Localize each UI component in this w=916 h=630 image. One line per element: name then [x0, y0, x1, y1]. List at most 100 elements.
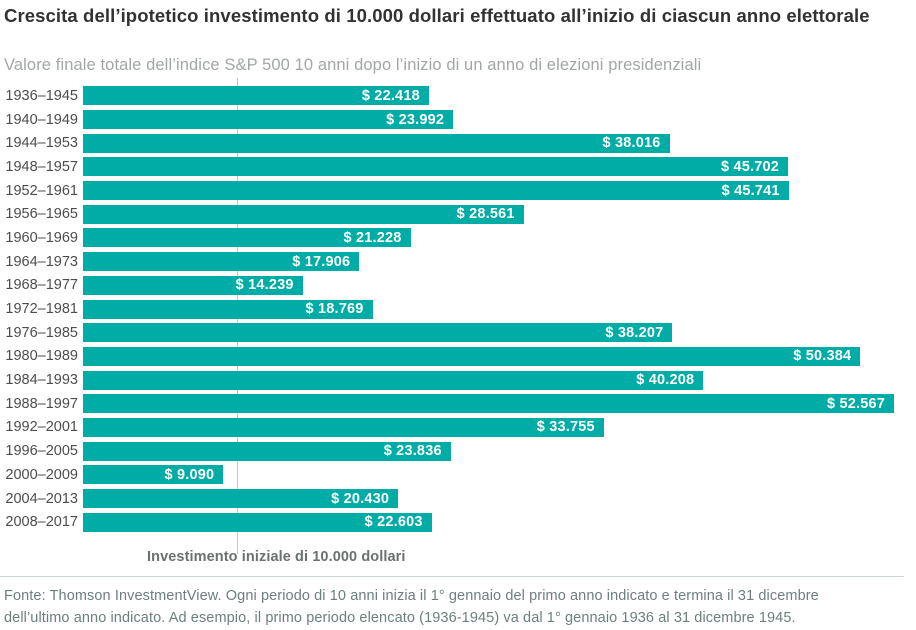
bar: $ 20.430	[83, 489, 399, 509]
bar: $ 22.418	[83, 86, 429, 106]
bar: $ 17.906	[83, 252, 360, 272]
value-label: $ 45.702	[721, 158, 780, 175]
chart-row: 1976–1985 $ 38.207	[0, 321, 916, 345]
chart-row: 1944–1953 $ 38.016	[0, 131, 916, 155]
category-label: 1944–1953	[5, 135, 78, 152]
value-label: $ 14.239	[235, 277, 294, 294]
value-label: $ 23.992	[386, 111, 445, 128]
chart-row: 1988–1997 $ 52.567	[0, 392, 916, 416]
bar: $ 23.836	[83, 441, 451, 461]
chart-row: 1996–2005 $ 23.836	[0, 439, 916, 463]
value-label: $ 40.208	[636, 372, 695, 389]
category-label: 1960–1969	[5, 229, 78, 246]
value-label: $ 38.207	[605, 324, 664, 341]
bar: $ 14.239	[83, 275, 303, 295]
chart-row: 1948–1957 $ 45.702	[0, 155, 916, 179]
bar-track: $ 33.755	[83, 417, 894, 437]
chart-row: 1956–1965 $ 28.561	[0, 202, 916, 226]
bar-track: $ 22.603	[83, 512, 894, 532]
bar-track: $ 17.906	[83, 252, 894, 272]
category-label: 1976–1985	[5, 324, 78, 341]
value-label: $ 22.418	[361, 87, 420, 104]
bar-chart: 1936–1945 $ 22.418 1940–1949 $ 23.992 1944–1…	[0, 78, 916, 554]
bar: $ 18.769	[83, 299, 373, 319]
value-label: $ 28.561	[456, 206, 515, 223]
category-label: 1968–1977	[5, 277, 78, 294]
chart-row: 1940–1949 $ 23.992	[0, 108, 916, 132]
bar: $ 21.228	[83, 228, 411, 248]
value-label: $ 9.090	[164, 466, 215, 483]
bar-track: $ 45.741	[83, 181, 894, 201]
category-label: 1972–1981	[5, 301, 78, 318]
value-label: $ 22.603	[364, 514, 423, 531]
category-label: 1952–1961	[5, 182, 78, 199]
chart-row: 1960–1969 $ 21.228	[0, 226, 916, 250]
category-label: 1956–1965	[5, 206, 78, 223]
bar-track: $ 52.567	[83, 394, 894, 414]
bar: $ 52.567	[83, 394, 894, 414]
value-label: $ 50.384	[793, 348, 852, 365]
chart-row: 2008–2017 $ 22.603	[0, 510, 916, 534]
bar: $ 45.702	[83, 157, 789, 177]
chart-row: 1992–2001 $ 33.755	[0, 416, 916, 440]
bar: $ 40.208	[83, 370, 704, 390]
footer-divider	[0, 576, 904, 577]
chart-row: 1964–1973 $ 17.906	[0, 250, 916, 274]
reference-line-label: Investimento iniziale di 10.000 dollari	[147, 549, 406, 565]
bar: $ 22.603	[83, 512, 432, 532]
bar-track: $ 20.430	[83, 489, 894, 509]
value-label: $ 52.567	[826, 395, 885, 412]
category-label: 1948–1957	[5, 158, 78, 175]
bar: $ 38.207	[83, 323, 673, 343]
bar-track: $ 50.384	[83, 346, 894, 366]
chart-subtitle: Valore finale totale dell’indice S&P 500…	[4, 56, 702, 74]
bar-track: $ 38.016	[83, 133, 894, 153]
category-label: 1996–2005	[5, 443, 78, 460]
category-label: 1964–1973	[5, 253, 78, 270]
source-note-line2: dell’ultimo anno indicato. Ad esempio, i…	[4, 609, 796, 626]
value-label: $ 23.836	[383, 443, 442, 460]
bar: $ 45.741	[83, 181, 789, 201]
bar: $ 50.384	[83, 346, 861, 366]
source-note-line1: Fonte: Thomson InvestmentView. Ogni peri…	[4, 588, 819, 604]
value-label: $ 20.430	[331, 490, 390, 507]
value-label: $ 21.228	[343, 229, 402, 246]
chart-title: Crescita dell’ipotetico investimento di …	[4, 5, 870, 26]
bar-track: $ 18.769	[83, 299, 894, 319]
bar-track: $ 9.090	[83, 465, 894, 485]
category-label: 2000–2009	[5, 466, 78, 483]
chart-row: 1968–1977 $ 14.239	[0, 274, 916, 298]
chart-row: 1984–1993 $ 40.208	[0, 368, 916, 392]
chart-row: 1980–1989 $ 50.384	[0, 345, 916, 369]
bar-track: $ 23.836	[83, 441, 894, 461]
chart-row: 1936–1945 $ 22.418	[0, 84, 916, 108]
category-label: 2008–2017	[5, 514, 78, 531]
chart-row: 1952–1961 $ 45.741	[0, 179, 916, 203]
bar: $ 9.090	[83, 465, 224, 485]
value-label: $ 18.769	[305, 301, 364, 318]
chart-row: 1972–1981 $ 18.769	[0, 297, 916, 321]
category-label: 1992–2001	[5, 419, 78, 436]
category-label: 2004–2013	[5, 490, 78, 507]
bar-track: $ 22.418	[83, 86, 894, 106]
bar: $ 28.561	[83, 204, 524, 224]
bar: $ 23.992	[83, 110, 454, 130]
value-label: $ 45.741	[721, 182, 780, 199]
category-label: 1940–1949	[5, 111, 78, 128]
bar-track: $ 14.239	[83, 275, 894, 295]
bar-track: $ 28.561	[83, 204, 894, 224]
category-label: 1984–1993	[5, 372, 78, 389]
chart-row: 2004–2013 $ 20.430	[0, 487, 916, 511]
bar: $ 38.016	[83, 133, 670, 153]
category-label: 1980–1989	[5, 348, 78, 365]
bar-track: $ 23.992	[83, 110, 894, 130]
bar-track: $ 40.208	[83, 370, 894, 390]
value-label: $ 17.906	[292, 253, 351, 270]
chart-rows: 1936–1945 $ 22.418 1940–1949 $ 23.992 1944–1…	[0, 84, 916, 534]
bar-track: $ 38.207	[83, 323, 894, 343]
source-note: Fonte: Thomson InvestmentView. Ogni peri…	[4, 586, 912, 630]
bar-track: $ 21.228	[83, 228, 894, 248]
value-label: $ 38.016	[602, 135, 661, 152]
category-label: 1988–1997	[5, 395, 78, 412]
